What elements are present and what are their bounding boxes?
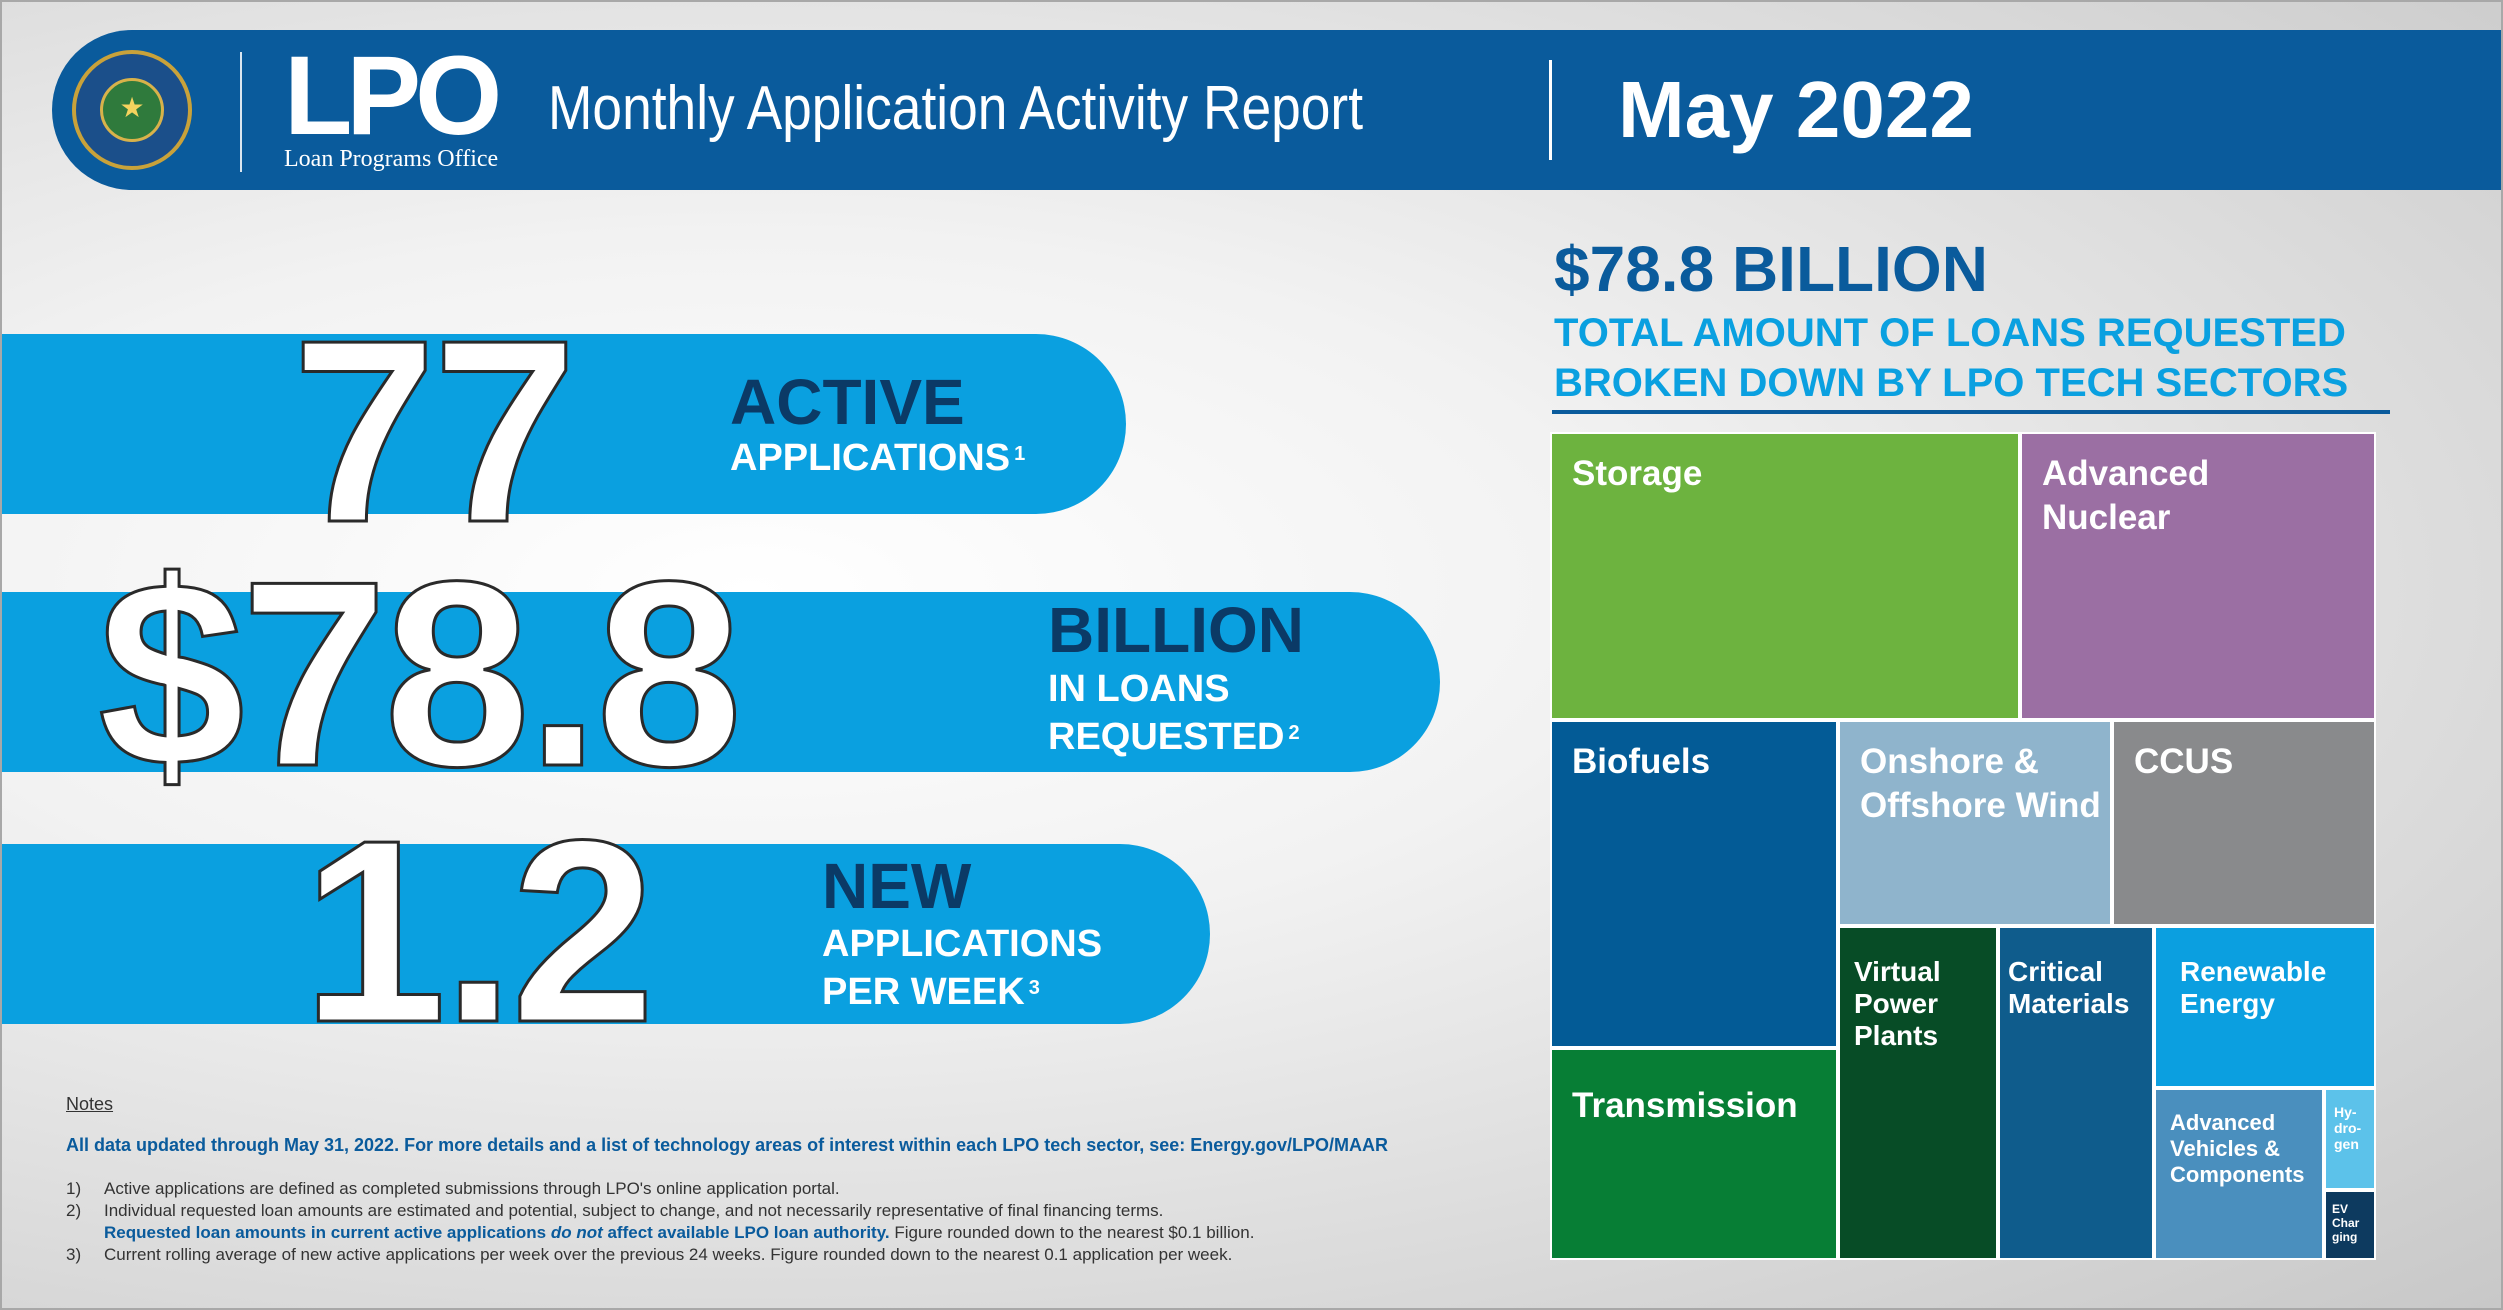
sector-renewable-energy: Renewable Energy	[2154, 926, 2376, 1088]
note-2b: Requested loan amounts in current active…	[104, 1223, 1255, 1242]
sector-hydrogen: Hy-dro-gen	[2324, 1088, 2376, 1190]
sector-advanced-vehicles: Advanced Vehicles & Components	[2154, 1088, 2324, 1260]
report-date: May 2022	[1618, 65, 1974, 154]
sector-storage: Storage	[1550, 432, 2020, 720]
stat-head-new: NEW	[822, 850, 972, 922]
stat-head-active: ACTIVE	[730, 366, 965, 438]
header-divider	[240, 52, 242, 172]
total-rule	[1552, 410, 2390, 414]
total-subtitle: TOTAL AMOUNT OF LOANS REQUESTED BROKEN DO…	[1554, 311, 2349, 405]
maar-link[interactable]: Energy.gov/LPO/MAAR	[1190, 1135, 1388, 1155]
sector-ev-charging: EV Char ging	[2324, 1190, 2376, 1260]
note-3: 3) Current rolling average of new active …	[66, 1245, 1233, 1264]
sector-transmission: Transmission	[1550, 1048, 1838, 1260]
seal-shield-icon: ★	[100, 78, 164, 142]
sector-ccus: CCUS	[2112, 720, 2376, 926]
header-banner: ★ LPO Loan Programs Office Monthly Appli…	[52, 30, 2501, 190]
seal-star-icon: ★	[119, 92, 145, 123]
note-2: 2) Individual requested loan amounts are …	[66, 1201, 1164, 1220]
stat-sub-new-line1: APPLICATIONS	[822, 923, 1103, 965]
sector-advanced-nuclear: Advanced Nuclear	[2020, 432, 2376, 720]
stat-sub-active: APPLICATIONS 1	[730, 437, 1026, 479]
stat-head-billion: BILLION	[1048, 594, 1304, 666]
sector-biofuels: Biofuels	[1550, 720, 1838, 1048]
stat-bar-billion	[2, 592, 1440, 772]
stat-value-new: 1.2	[300, 787, 656, 1077]
lpo-logo-subtitle: Loan Programs Office	[284, 146, 499, 172]
doe-seal-logo: ★	[72, 50, 192, 170]
footnote-marker: 2	[1288, 722, 1300, 744]
footnote-marker: 1	[1014, 443, 1026, 465]
notes-title: Notes	[66, 1094, 114, 1114]
sector-critical-materials: Critical Materials	[1998, 926, 2154, 1260]
sector-virtual-power-plants: Virtual Power Plants	[1838, 926, 1998, 1260]
stat-bar-active	[2, 334, 1126, 514]
stat-value-active: 77	[290, 287, 578, 577]
header-divider	[1549, 60, 1552, 160]
total-headline: $78.8 BILLION	[1554, 233, 1988, 305]
note-1: 1) Active applications are defined as com…	[66, 1179, 840, 1198]
lpo-logo: LPO	[284, 33, 502, 158]
stat-sub-new-line2: PER WEEK 3	[822, 971, 1040, 1013]
stat-sub-billion-line2: REQUESTED 2	[1048, 716, 1300, 758]
stat-sub-billion-line1: IN LOANS	[1048, 668, 1230, 710]
footnote-marker: 3	[1028, 977, 1040, 999]
notes-lead: All data updated through May 31, 2022. F…	[66, 1135, 1388, 1155]
stat-value-billion: $78.8	[97, 526, 745, 821]
sector-onshore-offshore-wind: Onshore & Offshore Wind	[1838, 720, 2112, 926]
report-title: Monthly Application Activity Report	[548, 74, 1364, 143]
stat-bar-new	[2, 844, 1210, 1024]
sector-treemap: Storage Advanced Nuclear Biofuels Onshor…	[1550, 432, 2376, 1260]
